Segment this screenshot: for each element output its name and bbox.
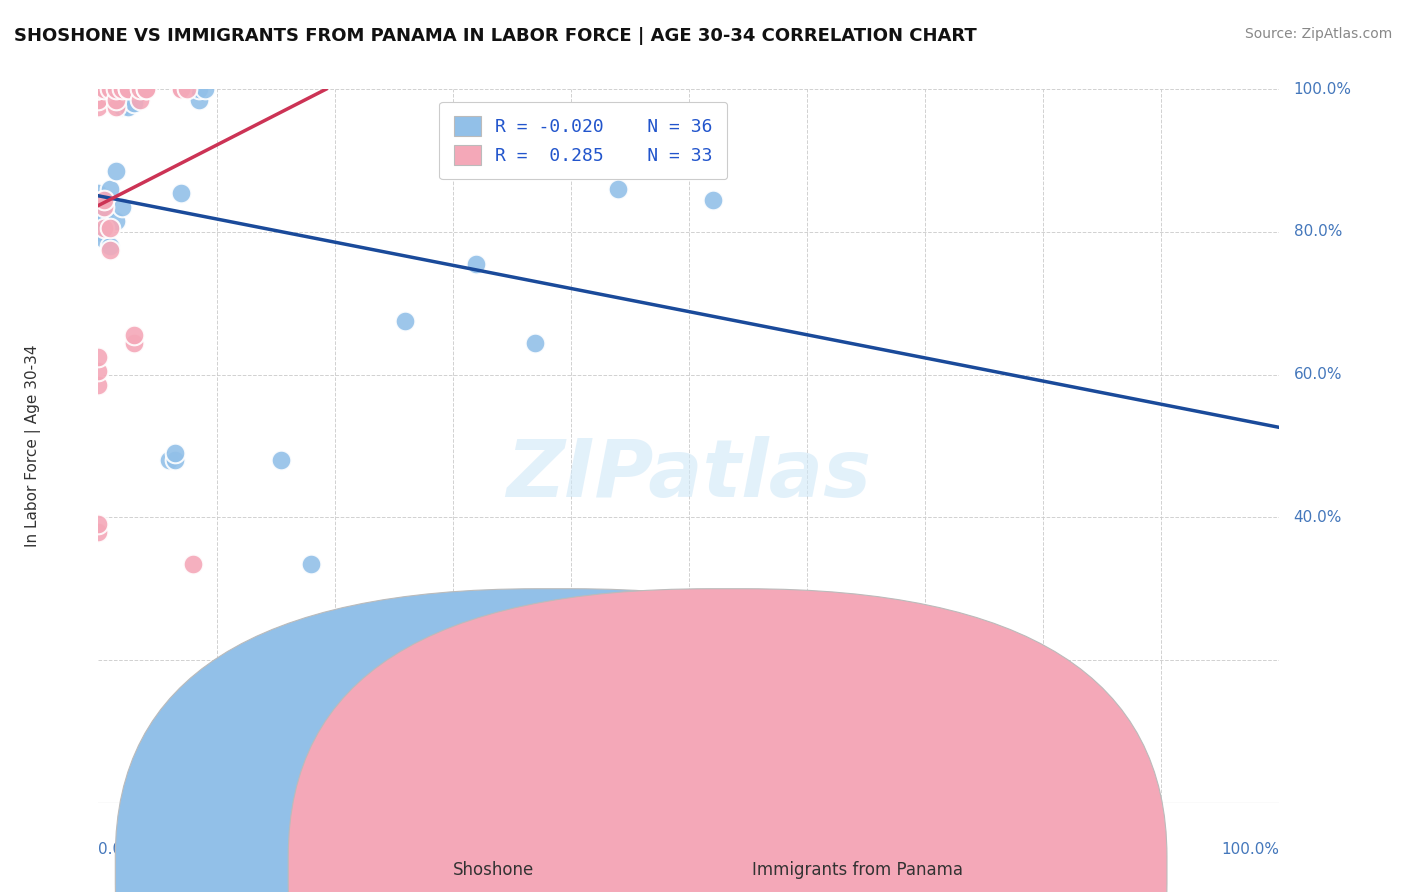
- Point: [128, 82, 150, 96]
- Point: [87, 186, 110, 200]
- Point: [93, 207, 115, 221]
- Text: Immigrants from Panama: Immigrants from Panama: [752, 861, 963, 879]
- Point: [122, 96, 145, 111]
- Point: [87, 524, 110, 539]
- Point: [105, 164, 128, 178]
- Point: [98, 82, 121, 96]
- Point: [98, 221, 121, 235]
- Text: 40.0%: 40.0%: [1294, 510, 1341, 524]
- Text: SHOSHONE VS IMMIGRANTS FROM PANAMA IN LABOR FORCE | AGE 30-34 CORRELATION CHART: SHOSHONE VS IMMIGRANTS FROM PANAMA IN LA…: [14, 27, 977, 45]
- Text: 0.0%: 0.0%: [98, 842, 138, 857]
- Point: [87, 517, 110, 532]
- Point: [87, 93, 110, 107]
- Point: [93, 82, 115, 96]
- Point: [87, 203, 110, 218]
- Point: [170, 82, 193, 96]
- Point: [93, 193, 115, 207]
- Point: [165, 446, 187, 460]
- Point: [87, 225, 110, 239]
- Point: [105, 82, 128, 96]
- Point: [87, 378, 110, 392]
- Point: [181, 557, 204, 571]
- Legend: R = -0.020    N = 36, R =  0.285    N = 33: R = -0.020 N = 36, R = 0.285 N = 33: [439, 102, 727, 179]
- Point: [111, 82, 134, 96]
- Point: [87, 100, 110, 114]
- Point: [128, 82, 150, 96]
- Point: [122, 335, 145, 350]
- Text: 60.0%: 60.0%: [1294, 368, 1343, 382]
- Point: [87, 82, 110, 96]
- Point: [135, 82, 157, 96]
- Text: Shoshone: Shoshone: [453, 861, 534, 879]
- Point: [98, 243, 121, 257]
- Point: [128, 93, 150, 107]
- Point: [117, 82, 139, 96]
- Point: [87, 350, 110, 364]
- Point: [87, 82, 110, 96]
- Point: [93, 200, 115, 214]
- Point: [170, 82, 193, 96]
- Point: [93, 193, 115, 207]
- Point: [524, 335, 547, 350]
- Point: [105, 214, 128, 228]
- Point: [176, 82, 198, 96]
- Point: [394, 314, 416, 328]
- Point: [181, 82, 204, 96]
- Point: [128, 82, 150, 96]
- Point: [122, 328, 145, 343]
- Point: [170, 186, 193, 200]
- Point: [98, 182, 121, 196]
- Text: 80.0%: 80.0%: [1294, 225, 1341, 239]
- Text: ZIPatlas: ZIPatlas: [506, 435, 872, 514]
- Point: [111, 200, 134, 214]
- Point: [187, 93, 209, 107]
- Point: [117, 82, 139, 96]
- Point: [111, 100, 134, 114]
- Point: [105, 93, 128, 107]
- Point: [157, 453, 180, 467]
- Text: 100.0%: 100.0%: [1222, 842, 1279, 857]
- Point: [117, 100, 139, 114]
- Point: [122, 82, 145, 96]
- Point: [465, 257, 488, 271]
- Point: [93, 221, 115, 235]
- Point: [170, 82, 193, 96]
- Text: Source: ZipAtlas.com: Source: ZipAtlas.com: [1244, 27, 1392, 41]
- Point: [165, 453, 187, 467]
- Point: [299, 557, 322, 571]
- Point: [135, 82, 157, 96]
- Text: In Labor Force | Age 30-34: In Labor Force | Age 30-34: [25, 344, 41, 548]
- Point: [187, 82, 209, 96]
- Text: 100.0%: 100.0%: [1294, 82, 1351, 96]
- Point: [93, 82, 115, 96]
- Point: [87, 82, 110, 96]
- Point: [87, 364, 110, 378]
- Point: [702, 193, 724, 207]
- Point: [607, 182, 630, 196]
- Point: [87, 193, 110, 207]
- Point: [194, 82, 217, 96]
- Point: [105, 100, 128, 114]
- Point: [270, 453, 292, 467]
- Point: [93, 232, 115, 246]
- Point: [98, 239, 121, 253]
- Point: [87, 218, 110, 232]
